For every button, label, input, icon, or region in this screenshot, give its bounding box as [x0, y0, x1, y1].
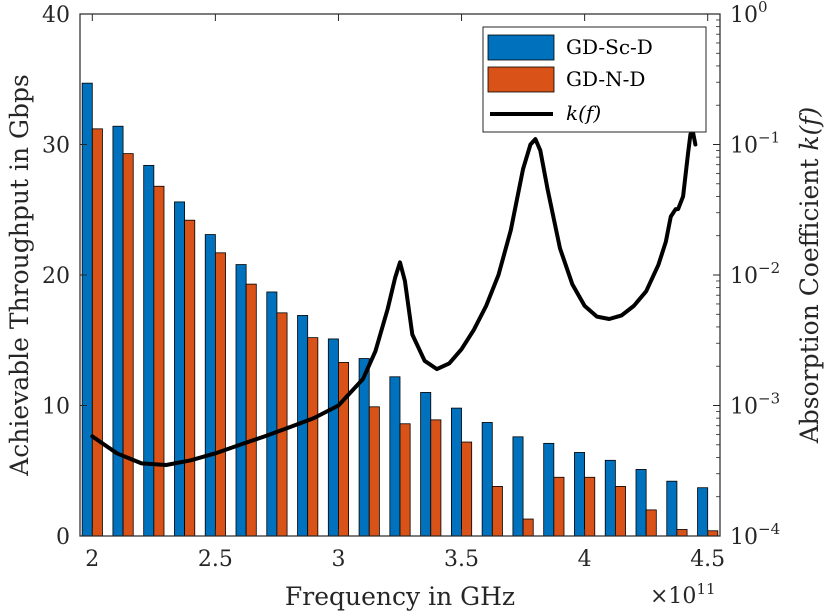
legend-label-gd-sc-d: GD-Sc-D — [566, 35, 653, 59]
bar-gd-n-d — [307, 337, 319, 537]
bar-gd-n-d — [584, 476, 596, 537]
bar-gd-sc-d — [327, 338, 339, 537]
y-axis-title: Achievable Throughput in Gbps — [5, 74, 34, 477]
bar-gd-sc-d — [635, 469, 647, 537]
bar-gd-sc-d — [543, 442, 555, 537]
bar-gd-sc-d — [174, 201, 186, 537]
bar-gd-n-d — [214, 252, 226, 537]
legend-label-gd-n-d: GD-N-D — [566, 67, 645, 91]
bars-gd-n-d — [91, 128, 719, 537]
x-tick-label: 4.5 — [690, 547, 725, 572]
y2-axis-title: Absorption Coefficient k(f) — [795, 107, 824, 445]
y-axis-ticks: 0 10 20 30 40 — [42, 3, 87, 550]
bar-gd-sc-d — [697, 487, 709, 537]
bar-gd-n-d — [153, 185, 165, 537]
bar-gd-n-d — [614, 486, 626, 537]
bar-gd-n-d — [676, 529, 688, 537]
bar-gd-n-d — [91, 128, 103, 537]
bar-gd-sc-d — [235, 264, 247, 537]
x-axis-ticks: 2 2.5 3 3.5 4 4.5 — [85, 14, 725, 572]
bar-gd-n-d — [245, 283, 257, 537]
legend: GD-Sc-D GD-N-D k(f) — [482, 26, 707, 133]
x-tick-label: 3 — [331, 547, 345, 572]
legend-label-kf: k(f) — [566, 101, 601, 125]
bar-gd-n-d — [553, 476, 565, 537]
bar-gd-sc-d — [143, 164, 155, 537]
bar-gd-n-d — [645, 509, 657, 537]
legend-swatch-gd-n-d — [487, 66, 555, 93]
bar-gd-sc-d — [666, 480, 678, 537]
x-tick-label: 4 — [578, 547, 592, 572]
bar-gd-sc-d — [112, 125, 124, 537]
bar-gd-sc-d — [512, 436, 524, 537]
x-tick-label: 2.5 — [198, 547, 233, 572]
y-tick-label: 20 — [42, 264, 70, 289]
x-tick-label: 2 — [85, 547, 99, 572]
bar-gd-n-d — [430, 419, 442, 537]
bar-gd-sc-d — [389, 376, 401, 537]
bar-gd-sc-d — [81, 82, 93, 537]
y-tick-label: 10 — [42, 395, 70, 420]
bar-gd-sc-d — [481, 422, 493, 537]
y2-tick-label: 10−1 — [730, 129, 780, 159]
x-axis-title: Frequency in GHz — [285, 582, 515, 611]
y-tick-label: 0 — [56, 525, 70, 550]
bar-gd-n-d — [707, 530, 719, 537]
bar-gd-sc-d — [358, 358, 370, 537]
y2-tick-label: 100 — [730, 0, 768, 28]
bar-gd-n-d — [122, 153, 134, 537]
legend-swatch-gd-sc-d — [487, 34, 555, 61]
bar-gd-n-d — [184, 219, 196, 537]
bar-gd-sc-d — [204, 234, 216, 537]
x-tick-label: 3.5 — [444, 547, 479, 572]
bar-gd-sc-d — [574, 452, 586, 537]
y-tick-label: 40 — [42, 3, 70, 28]
bar-gd-n-d — [461, 441, 473, 537]
bar-gd-n-d — [399, 423, 411, 537]
y2-axis-ticks: 10−4 10−3 10−2 10−1 100 — [713, 0, 780, 550]
bar-gd-sc-d — [420, 392, 432, 537]
kf-line — [90, 129, 698, 467]
y-tick-label: 30 — [42, 134, 70, 159]
bar-gd-n-d — [276, 312, 288, 537]
bar-gd-sc-d — [450, 407, 462, 537]
bar-gd-n-d — [338, 362, 350, 537]
y2-tick-label: 10−2 — [730, 259, 780, 289]
x-exponent: ×1011 — [650, 580, 716, 609]
bar-gd-n-d — [368, 406, 380, 537]
bar-gd-sc-d — [604, 459, 616, 537]
bar-gd-n-d — [522, 518, 534, 537]
y2-tick-label: 10−3 — [730, 390, 780, 420]
bar-gd-sc-d — [266, 291, 278, 537]
y2-tick-label: 10−4 — [730, 520, 780, 550]
bar-gd-n-d — [491, 486, 503, 537]
